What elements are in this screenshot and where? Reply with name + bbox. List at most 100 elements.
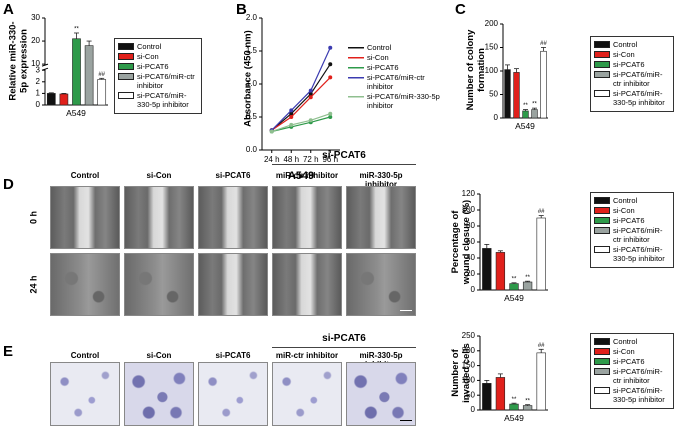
significance-mark: **	[525, 275, 530, 281]
legend-swatch	[594, 338, 610, 345]
significance-mark: ##	[538, 209, 545, 215]
legend-text: si-PCAT6/miR-ctr inhibitor	[613, 367, 663, 385]
x-axis-label: A549	[515, 121, 535, 131]
legend-swatch	[594, 348, 610, 355]
legend-text: si-PCAT6/miR-ctr inhibitor	[613, 226, 663, 244]
y-tick-label: 200	[462, 346, 476, 355]
micrograph	[198, 362, 268, 426]
y-axis-label: Percentage of wound closure (%)	[450, 199, 472, 285]
y-tick-label: 0	[471, 285, 476, 294]
point	[328, 45, 333, 50]
group-label: si-PCAT6	[322, 150, 366, 161]
bar	[504, 69, 511, 119]
legend-item: si-Con	[594, 206, 670, 215]
x-tick-label: 96 h	[322, 155, 338, 164]
point	[289, 108, 294, 113]
legend-swatch	[118, 73, 134, 80]
legend-text: si-PCAT6/miR-330-5p inhibitor	[613, 245, 665, 263]
significance-mark: **	[523, 103, 528, 109]
legend: Control si-Con si-PCAT6 si-PCAT6/miR-ctr in…	[590, 333, 674, 409]
legend-swatch	[594, 217, 610, 224]
bar	[509, 403, 519, 411]
x-axis-label: A549	[287, 170, 315, 182]
micrograph	[346, 362, 416, 426]
legend-swatch	[594, 227, 610, 234]
point	[289, 122, 294, 127]
series-line	[271, 76, 331, 131]
bar	[522, 281, 533, 291]
legend-item: Control	[594, 196, 670, 205]
y-tick-label: 150	[462, 361, 476, 370]
y-tick-label: 1.0	[246, 79, 258, 88]
legend: Control si-Con si-PCAT6 si-PCAT6/miR-ctr in…	[590, 192, 674, 268]
legend-text: si-PCAT6/miR-ctr inhibitor	[367, 73, 425, 91]
legend-text: si-PCAT6/miR-330-5p inhibitor	[613, 89, 665, 107]
bar	[46, 93, 56, 106]
row-label: 24 h	[28, 275, 39, 294]
y-tick-label: 100	[485, 66, 499, 75]
legend-swatch	[594, 71, 610, 78]
legend-text: si-Con	[613, 50, 635, 59]
legend-item: si-PCAT6/miR-ctr inhibitor	[348, 73, 442, 91]
column-header: miR-330-5p inhibitor	[359, 171, 403, 189]
y-tick-label: 200	[485, 19, 499, 28]
y-tick-label: 0	[36, 100, 41, 109]
legend-text: si-PCAT6	[613, 60, 645, 69]
micrograph	[50, 253, 120, 316]
legend-text: si-Con	[367, 53, 389, 62]
group-label: si-PCAT6	[322, 333, 366, 344]
significance-mark: ##	[538, 343, 545, 349]
scale-bar	[400, 310, 412, 311]
micrograph	[272, 253, 342, 316]
micrograph	[124, 253, 194, 316]
legend-swatch	[594, 51, 610, 58]
legend-item: si-PCAT6/miR-330-5p inhibitor	[594, 386, 670, 404]
bar	[495, 377, 506, 411]
micrograph	[346, 253, 416, 316]
point	[289, 115, 294, 119]
y-tick-label: 0	[471, 405, 476, 414]
legend-swatch	[348, 74, 364, 81]
legend-text: Control	[613, 196, 638, 205]
legend: Control si-Con si-PCAT6 si-PCAT6/miR-ctr in…	[345, 40, 445, 114]
legend-text: Control	[613, 337, 638, 346]
y-tick-label: 0.0	[246, 145, 258, 154]
y-axis-label: Absorbance (450 nm)	[242, 30, 254, 127]
legend-text: si-PCAT6	[613, 357, 645, 366]
legend-swatch	[594, 368, 610, 375]
y-tick-label: 150	[485, 43, 499, 52]
significance-mark: **	[74, 27, 79, 33]
point	[328, 75, 333, 80]
legend-item: si-PCAT6/miR-330-5p inhibitor	[348, 92, 442, 110]
bar	[531, 109, 538, 119]
series-line	[271, 116, 331, 133]
panel-letter: A	[3, 1, 14, 18]
legend-item: si-PCAT6/miR-ctr inhibitor	[118, 72, 198, 90]
bar	[522, 110, 529, 119]
y-tick-label: 20	[31, 36, 40, 45]
legend-text: si-PCAT6/miR-330-5p inhibitor	[137, 91, 189, 109]
x-axis-label: A549	[504, 293, 524, 303]
point	[308, 88, 313, 93]
legend-swatch	[348, 44, 364, 51]
legend-swatch	[594, 61, 610, 68]
legend-swatch	[594, 41, 610, 48]
legend-item: si-PCAT6	[594, 60, 670, 69]
y-tick-label: 0.5	[246, 112, 258, 121]
legend-item: si-PCAT6/miR-ctr inhibitor	[594, 226, 670, 244]
legend-text: si-PCAT6	[613, 216, 645, 225]
series-line	[271, 63, 331, 131]
legend-swatch	[118, 53, 134, 60]
panel-letter: B	[236, 1, 247, 18]
bar	[84, 45, 94, 106]
legend-text: si-Con	[137, 52, 159, 61]
series-line	[271, 113, 331, 133]
y-tick-label: 50	[466, 390, 475, 399]
legend-item: si-PCAT6/miR-ctr inhibitor	[594, 70, 670, 88]
point	[308, 118, 313, 123]
legend-swatch	[118, 63, 134, 70]
legend-swatch	[348, 54, 364, 61]
legend-item: si-Con	[118, 52, 198, 61]
column-header: miR-ctr inhibitor	[275, 351, 339, 360]
